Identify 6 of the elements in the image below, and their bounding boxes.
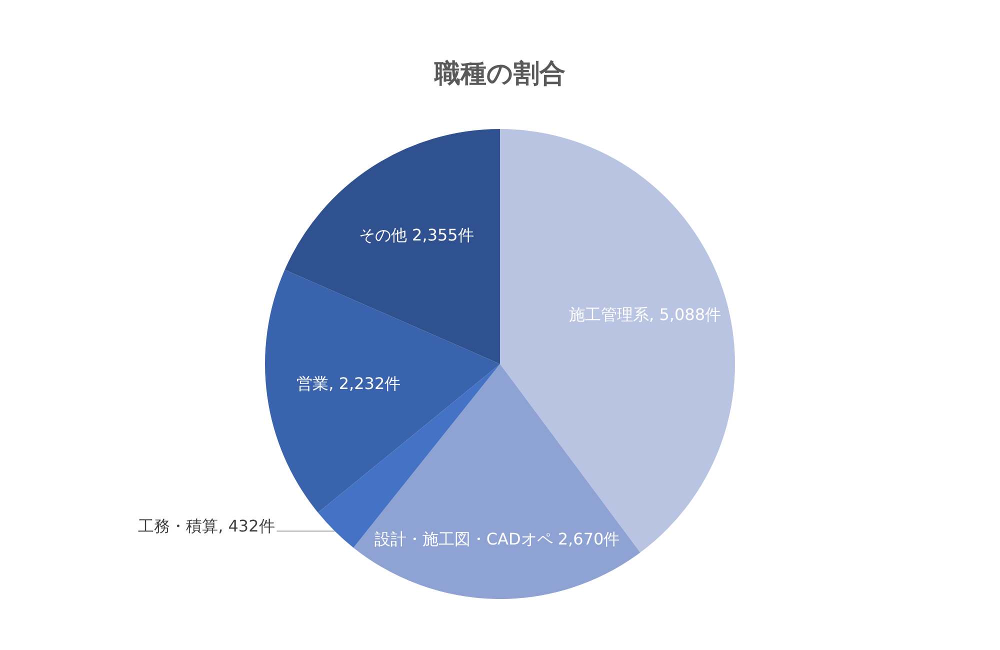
slice-label: 営業, 2,232件 xyxy=(296,374,401,393)
slice-label: 設計・施工図・CADオペ 2,670件 xyxy=(374,529,620,548)
chart-title: 職種の割合 xyxy=(434,58,566,89)
slice-label: 施工管理系, 5,088件 xyxy=(569,305,722,324)
slice-label: その他 2,355件 xyxy=(358,225,474,244)
slice-label: 工務・積算, 432件 xyxy=(138,516,275,536)
